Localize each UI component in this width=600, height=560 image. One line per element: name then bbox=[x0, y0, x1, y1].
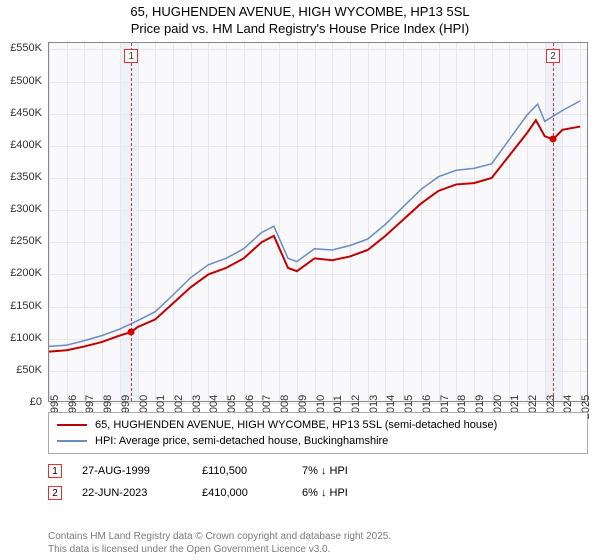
title-line-2: Price paid vs. HM Land Registry's House … bbox=[0, 21, 600, 38]
chart-area: 1995199619971998199920002001200220032004… bbox=[48, 42, 588, 402]
y-tick-label: £100K bbox=[10, 332, 42, 344]
y-tick-label: £300K bbox=[10, 203, 42, 215]
event-marker-line bbox=[131, 43, 132, 401]
footer-line-2: This data is licensed under the Open Gov… bbox=[48, 543, 391, 556]
legend-item: 65, HUGHENDEN AVENUE, HIGH WYCOMBE, HP13… bbox=[57, 417, 579, 433]
event-pct: 7% ↓ HPI bbox=[302, 465, 382, 477]
footer-line-1: Contains HM Land Registry data © Crown c… bbox=[48, 530, 391, 543]
y-tick-label: £200K bbox=[10, 267, 42, 279]
legend-label: 65, HUGHENDEN AVENUE, HIGH WYCOMBE, HP13… bbox=[95, 419, 497, 431]
plot-area: 1995199619971998199920002001200220032004… bbox=[48, 42, 588, 402]
event-marker-line bbox=[553, 43, 554, 401]
event-date: 22-JUN-2023 bbox=[82, 487, 182, 499]
y-tick-label: £500K bbox=[10, 75, 42, 87]
event-price: £410,000 bbox=[202, 487, 282, 499]
footer: Contains HM Land Registry data © Crown c… bbox=[48, 530, 391, 556]
event-row: 2 22-JUN-2023 £410,000 6% ↓ HPI bbox=[48, 482, 588, 504]
y-tick-label: £350K bbox=[10, 171, 42, 183]
legend: 65, HUGHENDEN AVENUE, HIGH WYCOMBE, HP13… bbox=[48, 412, 588, 454]
event-number: 1 bbox=[48, 464, 62, 478]
event-price: £110,500 bbox=[202, 465, 282, 477]
events-table: 1 27-AUG-1999 £110,500 7% ↓ HPI 2 22-JUN-2023… bbox=[48, 460, 588, 504]
legend-label: HPI: Average price, semi-detached house,… bbox=[95, 435, 388, 447]
chart-title: 65, HUGHENDEN AVENUE, HIGH WYCOMBE, HP13… bbox=[0, 0, 600, 38]
legend-swatch bbox=[57, 424, 87, 426]
event-pct: 6% ↓ HPI bbox=[302, 487, 382, 499]
series-hpi bbox=[49, 101, 580, 347]
event-number: 2 bbox=[48, 486, 62, 500]
legend-item: HPI: Average price, semi-detached house,… bbox=[57, 433, 579, 449]
event-row: 1 27-AUG-1999 £110,500 7% ↓ HPI bbox=[48, 460, 588, 482]
event-marker-box: 1 bbox=[124, 49, 138, 63]
y-tick-label: £0 bbox=[30, 396, 42, 408]
legend-swatch bbox=[57, 440, 87, 442]
event-date: 27-AUG-1999 bbox=[82, 465, 182, 477]
y-tick-label: £450K bbox=[10, 107, 42, 119]
chart-container: 65, HUGHENDEN AVENUE, HIGH WYCOMBE, HP13… bbox=[0, 0, 600, 560]
chart-lines bbox=[49, 43, 589, 403]
series-property bbox=[49, 120, 580, 351]
y-tick-label: £150K bbox=[10, 300, 42, 312]
event-marker-box: 2 bbox=[546, 49, 560, 63]
y-tick-label: £400K bbox=[10, 139, 42, 151]
event-marker-dot bbox=[550, 136, 557, 143]
event-marker-dot bbox=[128, 328, 135, 335]
y-tick-label: £250K bbox=[10, 235, 42, 247]
title-line-1: 65, HUGHENDEN AVENUE, HIGH WYCOMBE, HP13… bbox=[0, 4, 600, 21]
y-tick-label: £50K bbox=[16, 364, 42, 376]
y-tick-label: £550K bbox=[10, 42, 42, 54]
